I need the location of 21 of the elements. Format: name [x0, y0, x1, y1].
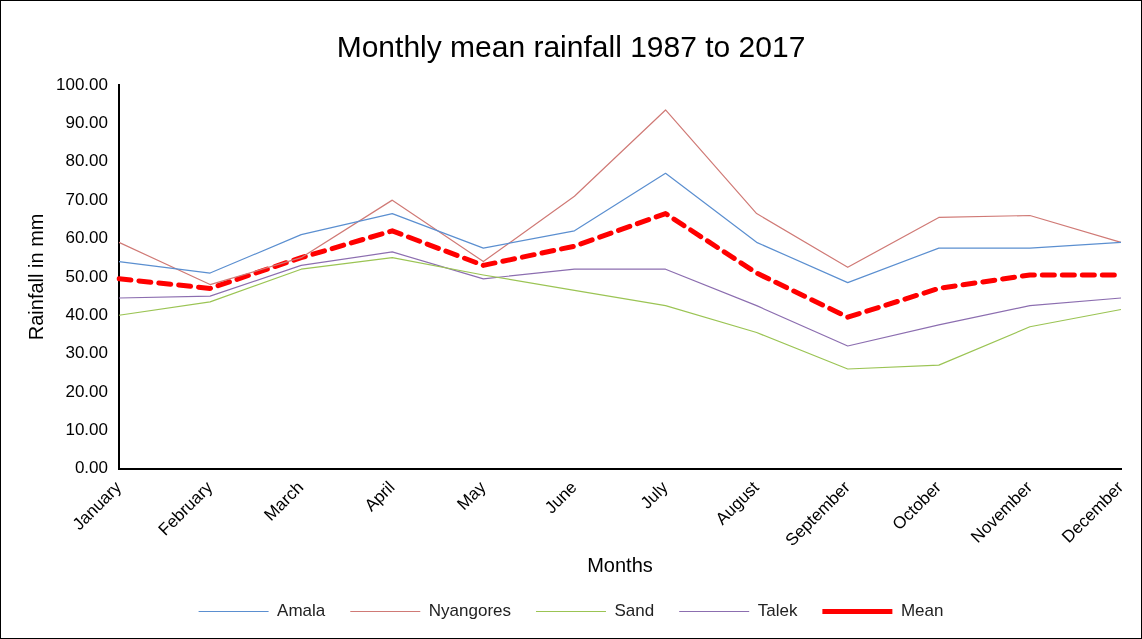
x-tick-label: May [453, 477, 490, 514]
y-tick-label: 20.00 [65, 381, 108, 401]
y-tick-label: 90.00 [65, 113, 108, 133]
legend-label: Mean [900, 601, 944, 621]
y-axis-title: Rainfall in mm [24, 213, 47, 341]
legend-label: Nyangores [428, 601, 511, 621]
y-tick-label: 60.00 [65, 228, 108, 248]
y-tick-label: 0.00 [74, 458, 108, 478]
y-tick-label: 10.00 [65, 420, 108, 440]
y-tick-label: 80.00 [65, 151, 108, 171]
x-tick-label: July [636, 477, 673, 513]
legend-label: Amala [277, 601, 326, 621]
y-tick-label: 50.00 [65, 266, 108, 286]
y-tick-label: 30.00 [65, 343, 108, 363]
y-tick-label: 40.00 [65, 304, 108, 324]
x-axis-title: Months [587, 553, 653, 576]
legend-label: Sand [614, 601, 655, 621]
chart-title: Monthly mean rainfall 1987 to 2017 [336, 30, 806, 64]
legend-label: Talek [757, 601, 798, 621]
y-tick-label: 100.00 [56, 74, 108, 94]
y-tick-label: 70.00 [65, 189, 108, 209]
